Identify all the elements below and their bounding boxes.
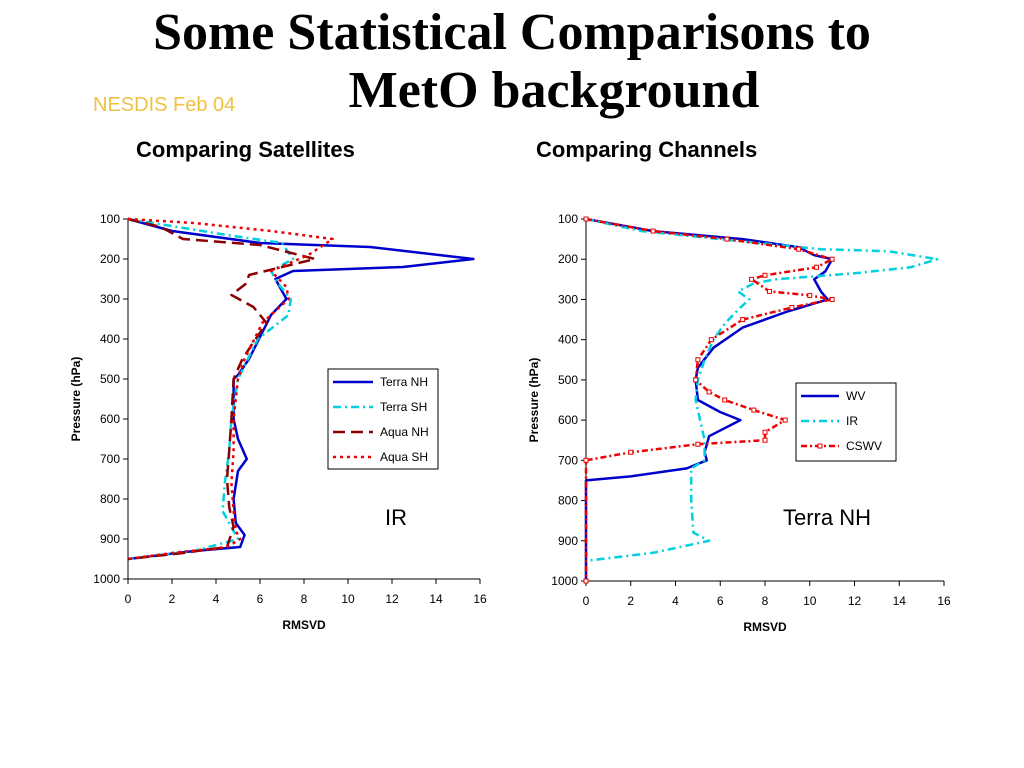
series-marker <box>762 437 768 443</box>
series-marker <box>724 236 730 242</box>
y-tick-label: 400 <box>558 333 578 347</box>
series-line-ir <box>585 217 939 563</box>
y-tick-label: 1000 <box>551 574 578 588</box>
series-line-cswv <box>584 217 834 581</box>
y-tick-label: 900 <box>558 534 578 548</box>
series-marker <box>782 417 788 423</box>
y-tick-label: 600 <box>100 412 120 426</box>
series-line-terra-nh <box>127 217 475 561</box>
x-tick-label: 12 <box>848 594 862 608</box>
x-tick-label: 8 <box>762 594 769 608</box>
y-tick-label: 800 <box>558 494 578 508</box>
legend-marker <box>817 443 823 449</box>
y-tick-label: 400 <box>100 332 120 346</box>
y-axis-label: Pressure (hPa) <box>69 357 83 442</box>
y-tick-label: 700 <box>558 453 578 467</box>
legend-box <box>795 382 897 462</box>
legend-label: IR <box>846 414 858 428</box>
series-marker <box>766 288 772 294</box>
y-axis-label: Pressure (hPa) <box>527 358 541 443</box>
series-marker <box>706 389 712 395</box>
series-marker <box>695 357 701 363</box>
series-marker <box>829 296 835 302</box>
series-marker <box>708 337 714 343</box>
series-marker <box>762 429 768 435</box>
legend-label: Terra NH <box>380 375 428 389</box>
legend-label: Aqua SH <box>380 450 428 464</box>
series-marker <box>722 397 728 403</box>
title-line-1: Some Statistical Comparisons to <box>153 4 871 61</box>
x-tick-label: 6 <box>257 592 264 606</box>
series-marker <box>583 457 589 463</box>
y-tick-label: 100 <box>100 212 120 226</box>
series-marker <box>650 228 656 234</box>
series-marker <box>829 256 835 262</box>
x-tick-label: 2 <box>169 592 176 606</box>
chart-annotation: IR <box>385 505 407 530</box>
legend-label: Aqua NH <box>380 425 429 439</box>
x-tick-label: 8 <box>301 592 308 606</box>
legend-box <box>327 368 439 470</box>
chart-annotation: Terra NH <box>783 505 871 530</box>
org-label: NESDIS Feb 04 <box>93 94 236 116</box>
y-tick-label: 200 <box>558 252 578 266</box>
legend-label: Terra SH <box>380 400 427 414</box>
right-chart-subtitle: Comparing Channels <box>536 137 758 162</box>
series-line-wv <box>584 217 834 581</box>
x-tick-label: 2 <box>627 594 634 608</box>
y-tick-label: 100 <box>558 212 578 226</box>
series-marker <box>693 377 699 383</box>
x-tick-label: 6 <box>717 594 724 608</box>
slide-title: Some Statistical Comparisons to MetO bac… <box>0 4 1024 120</box>
series-marker <box>796 246 802 252</box>
title-line-2: MetO background <box>348 62 760 119</box>
y-tick-label: 200 <box>100 252 120 266</box>
x-tick-label: 14 <box>893 594 907 608</box>
series-line-terra-sh <box>127 217 295 561</box>
y-tick-label: 1000 <box>93 572 120 586</box>
left-chart-subtitle: Comparing Satellites <box>136 137 355 162</box>
series-marker <box>740 317 746 323</box>
series-marker <box>583 578 589 584</box>
y-tick-label: 900 <box>100 532 120 546</box>
series-marker <box>583 216 589 222</box>
x-tick-label: 16 <box>937 594 951 608</box>
x-axis-label: RMSVD <box>282 618 326 632</box>
y-tick-label: 700 <box>100 452 120 466</box>
x-tick-label: 10 <box>803 594 817 608</box>
y-tick-label: 300 <box>558 292 578 306</box>
series-marker <box>628 449 634 455</box>
x-tick-label: 10 <box>341 592 355 606</box>
series-marker <box>762 272 768 278</box>
legend-label: WV <box>846 389 865 403</box>
x-tick-label: 4 <box>672 594 679 608</box>
y-tick-label: 300 <box>100 292 120 306</box>
x-tick-label: 0 <box>125 592 132 606</box>
x-axis-label: RMSVD <box>743 620 787 634</box>
y-tick-label: 600 <box>558 413 578 427</box>
series-line-aqua-sh <box>127 217 334 561</box>
x-tick-label: 0 <box>583 594 590 608</box>
x-tick-label: 16 <box>473 592 487 606</box>
series-marker <box>807 292 813 298</box>
series-line-aqua-nh <box>127 217 317 561</box>
series-marker <box>813 264 819 270</box>
y-tick-label: 500 <box>100 372 120 386</box>
y-tick-label: 500 <box>558 373 578 387</box>
series-marker <box>751 407 757 413</box>
series-marker <box>695 441 701 447</box>
x-tick-label: 14 <box>429 592 443 606</box>
series-marker <box>749 276 755 282</box>
series-marker <box>789 304 795 310</box>
x-tick-label: 12 <box>385 592 399 606</box>
y-tick-label: 800 <box>100 492 120 506</box>
legend-label: CSWV <box>846 439 882 453</box>
x-tick-label: 4 <box>213 592 220 606</box>
